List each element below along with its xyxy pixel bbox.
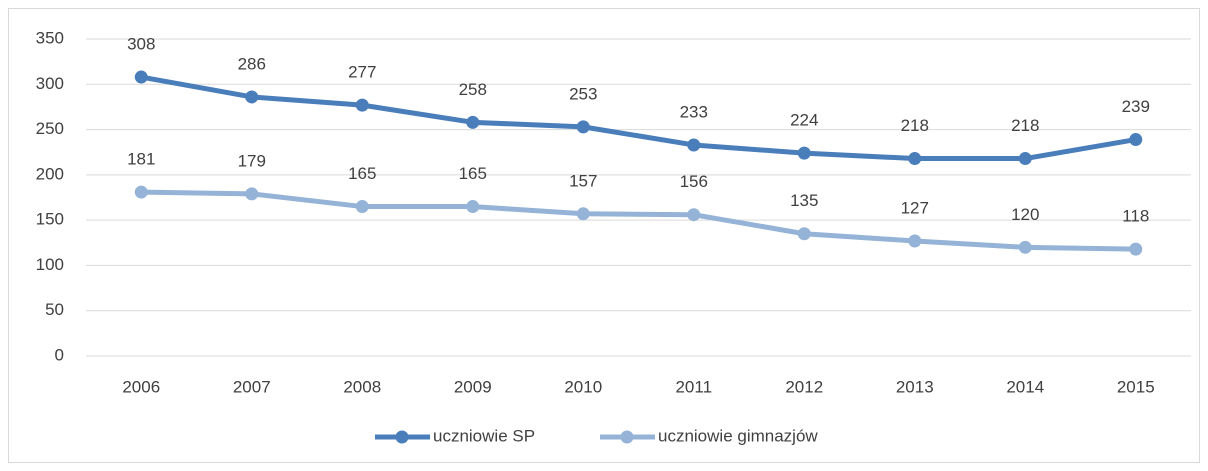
legend-label: uczniowie gimnazjów <box>658 426 818 445</box>
data-point <box>1129 133 1143 147</box>
data-point <box>1018 152 1032 166</box>
x-tick-label: 2007 <box>233 377 271 396</box>
data-label: 165 <box>348 164 376 183</box>
y-tick-label: 150 <box>36 210 64 229</box>
data-point <box>797 146 811 160</box>
data-label: 135 <box>790 191 818 210</box>
data-point <box>355 98 369 112</box>
y-tick-label: 0 <box>55 345 64 364</box>
data-point <box>134 70 148 84</box>
data-point <box>576 120 590 134</box>
data-label: 253 <box>569 84 597 103</box>
legend-marker <box>395 430 409 444</box>
data-label: 156 <box>680 172 708 191</box>
x-tick-label: 2010 <box>564 377 602 396</box>
legend-marker <box>620 430 634 444</box>
x-tick-label: 2008 <box>343 377 381 396</box>
data-point <box>687 138 701 152</box>
data-label: 165 <box>459 164 487 183</box>
y-tick-label: 350 <box>36 28 64 47</box>
data-label: 218 <box>901 116 929 135</box>
y-tick-label: 300 <box>36 74 64 93</box>
data-label: 224 <box>790 111 818 130</box>
data-point <box>908 234 922 248</box>
data-label: 157 <box>569 171 597 190</box>
data-point <box>355 200 369 214</box>
legend-label: uczniowie SP <box>433 426 535 445</box>
data-point <box>1129 242 1143 256</box>
data-point <box>245 90 259 104</box>
data-point <box>908 152 922 166</box>
data-label: 127 <box>901 198 929 217</box>
data-point <box>466 200 480 214</box>
data-label: 120 <box>1011 205 1039 224</box>
data-point <box>134 185 148 199</box>
y-tick-label: 100 <box>36 255 64 274</box>
data-label: 233 <box>680 102 708 121</box>
series-line <box>140 74 1137 162</box>
x-tick-label: 2014 <box>1006 377 1044 396</box>
data-point <box>687 208 701 222</box>
data-label: 308 <box>127 35 155 54</box>
data-label: 239 <box>1122 97 1150 116</box>
data-point <box>797 227 811 241</box>
data-label: 179 <box>238 151 266 170</box>
data-point <box>245 187 259 201</box>
x-tick-label: 2015 <box>1117 377 1155 396</box>
data-point <box>576 207 590 221</box>
x-tick-label: 2011 <box>675 377 712 396</box>
data-label: 277 <box>348 63 376 82</box>
data-label: 181 <box>127 150 155 169</box>
data-label: 286 <box>238 54 266 73</box>
data-point <box>1018 240 1032 254</box>
x-tick-label: 2009 <box>454 377 492 396</box>
series-line <box>141 189 1136 252</box>
data-label: 218 <box>1011 116 1039 135</box>
data-label: 118 <box>1122 207 1149 226</box>
x-tick-label: 2006 <box>122 377 160 396</box>
x-tick-label: 2013 <box>896 377 934 396</box>
y-tick-label: 200 <box>36 164 64 183</box>
y-tick-label: 50 <box>45 300 64 319</box>
data-point <box>466 115 480 129</box>
x-tick-label: 2012 <box>785 377 823 396</box>
y-tick-label: 250 <box>36 119 64 138</box>
data-label: 258 <box>459 80 487 99</box>
